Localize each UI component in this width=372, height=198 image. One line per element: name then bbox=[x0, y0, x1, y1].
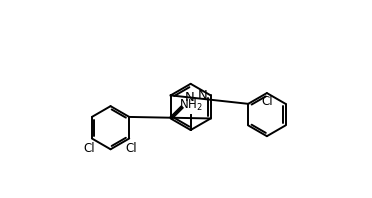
Text: Cl: Cl bbox=[83, 142, 94, 155]
Text: Cl: Cl bbox=[125, 142, 137, 155]
Text: N: N bbox=[185, 91, 195, 104]
Text: NH$_2$: NH$_2$ bbox=[179, 98, 203, 113]
Text: Cl: Cl bbox=[261, 95, 273, 108]
Text: N: N bbox=[198, 89, 208, 102]
